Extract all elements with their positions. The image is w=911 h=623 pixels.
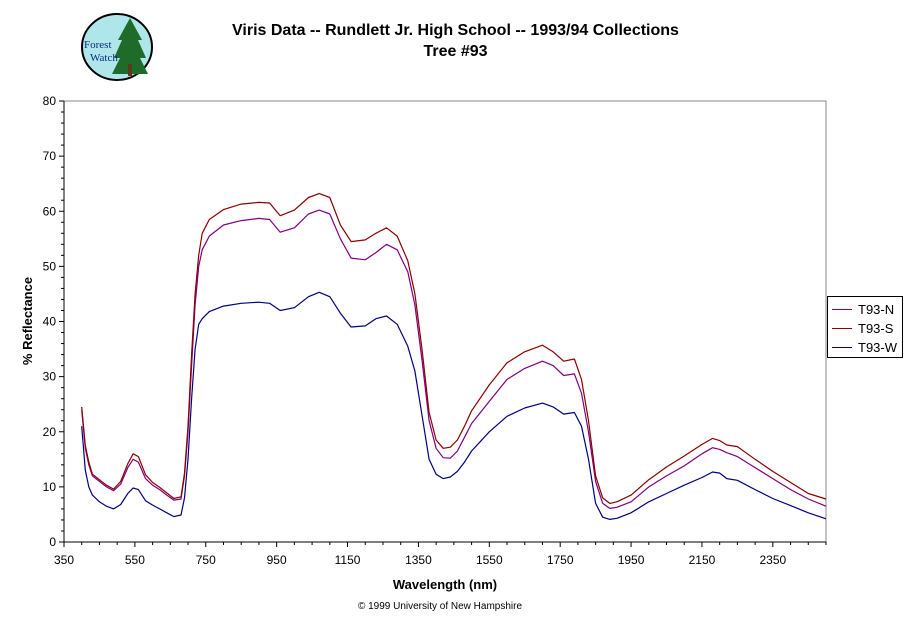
y-axis-label: % Reflectance <box>20 277 35 365</box>
svg-text:Watch: Watch <box>90 52 118 64</box>
plot-area <box>63 100 827 543</box>
legend-label: T93-N <box>858 302 895 317</box>
chart-subtitle: Tree #93 <box>423 43 488 60</box>
chart-series <box>81 193 827 521</box>
copyright-notice: © 1999 University of New Hampshire <box>357 601 523 612</box>
legend-label: T93-W <box>858 340 897 355</box>
y-tick-label: 10 <box>43 480 57 494</box>
x-tick-label: 2150 <box>689 553 716 567</box>
forest-watch-logo: Forest Watch <box>81 13 153 81</box>
y-tick-label: 30 <box>43 370 57 384</box>
x-tick-label: 1150 <box>335 553 361 567</box>
legend-swatch <box>832 309 852 310</box>
series-line-t93-s <box>81 193 827 504</box>
series-line-t93-n <box>81 209 827 509</box>
x-tick-label: 1350 <box>405 553 432 567</box>
y-tick-label: 20 <box>43 425 57 439</box>
x-axis-label: Wavelength (nm) <box>393 577 497 592</box>
y-tick-label: 80 <box>43 94 57 108</box>
y-tick-label: 50 <box>43 259 57 273</box>
x-tick-label: 950 <box>267 553 287 567</box>
y-tick-label: 40 <box>43 315 57 329</box>
x-tick-label: 1950 <box>618 553 645 567</box>
x-tick-label: 1750 <box>547 553 574 567</box>
x-tick-label: 350 <box>54 553 74 567</box>
x-tick-label: 1550 <box>476 553 503 567</box>
x-tick-label: 550 <box>125 553 145 567</box>
series-line-t93-w <box>81 291 827 521</box>
y-tick-label: 60 <box>43 204 57 218</box>
legend-label: T93-S <box>858 321 894 336</box>
x-tick-label: 2350 <box>759 553 786 567</box>
y-tick-label: 70 <box>43 149 57 163</box>
chart-legend: T93-N T93-S T93-W <box>827 296 903 358</box>
y-tick-label: 0 <box>49 535 56 549</box>
chart-axes: 0 10 20 30 40 50 60 70 80 350 550 750 950 1150 1350 155… <box>43 94 827 567</box>
legend-swatch <box>832 328 852 329</box>
legend-swatch <box>832 347 852 348</box>
chart-title: Viris Data -- Rundlett Jr. High School -… <box>232 22 679 39</box>
x-tick-label: 750 <box>196 553 216 567</box>
svg-text:Forest: Forest <box>84 39 112 51</box>
